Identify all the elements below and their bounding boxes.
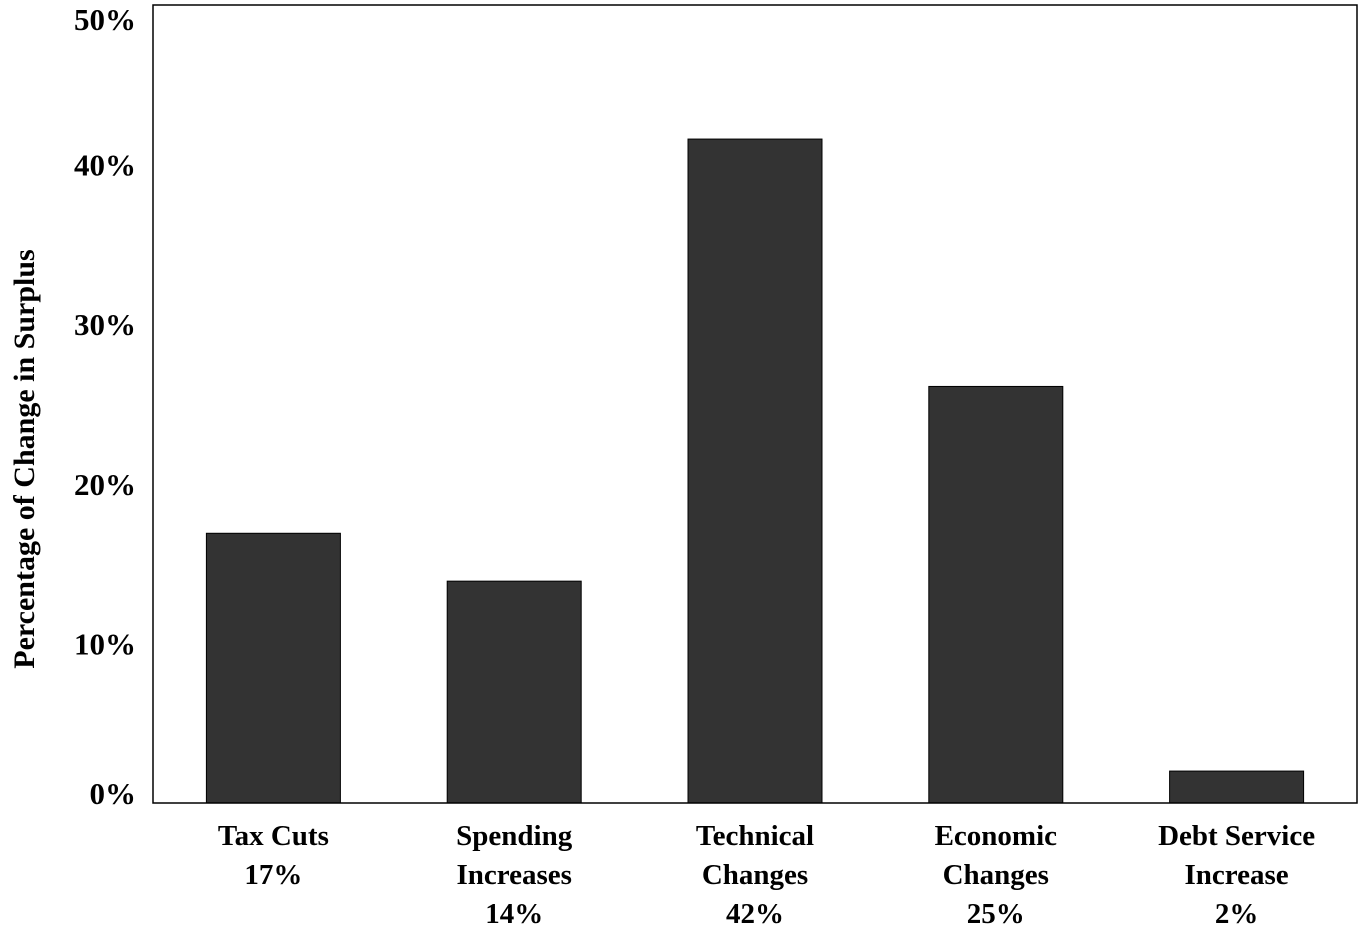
bar	[205, 532, 341, 804]
y-axis-label-group: Percentage of Change in Surplus	[8, 249, 41, 668]
y-tick-label: 0%	[90, 776, 137, 811]
x-category-label: Technical	[696, 820, 814, 852]
x-category-label: Debt Service	[1158, 820, 1315, 852]
x-category-label: Changes	[702, 859, 808, 891]
x-category-label: Economic	[935, 820, 1058, 852]
bar	[687, 138, 823, 804]
plot-area-frame	[152, 4, 1358, 804]
x-value-label: 25%	[967, 898, 1025, 928]
bar	[928, 385, 1064, 804]
y-tick-label: 20%	[74, 467, 136, 502]
x-category-label: Tax Cuts	[218, 820, 329, 852]
bars	[205, 138, 1305, 804]
x-value-label: 17%	[244, 859, 302, 891]
y-tick-label: 30%	[74, 307, 136, 342]
x-value-label: 14%	[485, 898, 543, 928]
y-axis-ticks: 0% 10% 20% 30% 40% 50%	[74, 2, 136, 811]
bar	[446, 580, 582, 804]
y-tick-label: 50%	[74, 2, 136, 37]
x-category-label: Spending	[456, 820, 573, 852]
y-axis-label: Percentage of Change in Surplus	[8, 249, 41, 668]
bar	[1169, 770, 1305, 804]
x-category-label: Increases	[456, 859, 571, 891]
x-value-label: 2%	[1215, 898, 1259, 928]
x-value-label: 42%	[726, 898, 784, 928]
x-category-label: Changes	[943, 859, 1049, 891]
y-tick-label: 40%	[74, 148, 136, 183]
x-category-label: Increase	[1185, 859, 1289, 891]
y-tick-label: 10%	[74, 626, 136, 661]
x-axis-labels: Tax Cuts 17% Spending Increases 14% Technical…	[218, 820, 1315, 928]
